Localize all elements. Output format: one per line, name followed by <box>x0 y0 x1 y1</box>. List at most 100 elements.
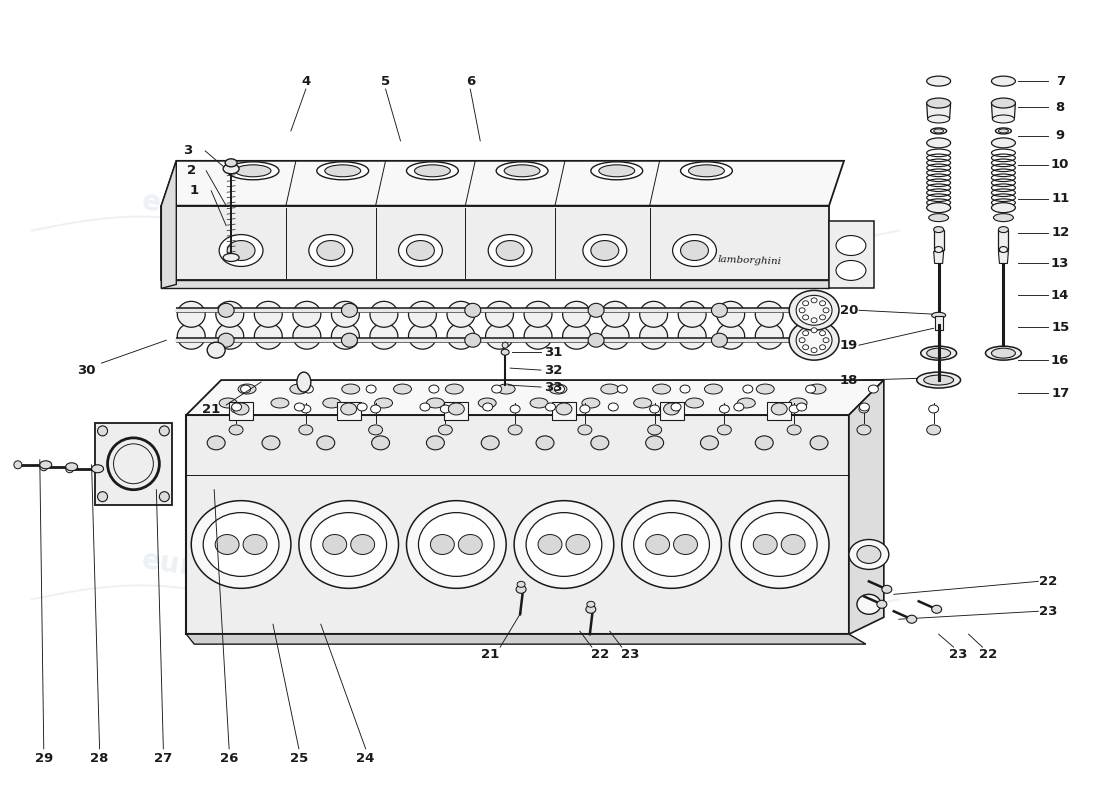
Ellipse shape <box>926 425 940 435</box>
Ellipse shape <box>331 323 360 349</box>
Ellipse shape <box>488 234 532 266</box>
Ellipse shape <box>598 165 635 177</box>
Text: 18: 18 <box>839 374 858 386</box>
Ellipse shape <box>928 405 938 413</box>
Ellipse shape <box>223 164 239 174</box>
Polygon shape <box>186 634 866 644</box>
Ellipse shape <box>478 398 496 408</box>
Ellipse shape <box>634 398 651 408</box>
Ellipse shape <box>820 330 825 336</box>
Polygon shape <box>935 316 943 330</box>
Ellipse shape <box>322 534 346 554</box>
Text: 5: 5 <box>381 74 390 88</box>
Ellipse shape <box>823 308 829 313</box>
Text: 20: 20 <box>839 304 858 317</box>
Ellipse shape <box>934 226 944 233</box>
Ellipse shape <box>991 348 1015 358</box>
Ellipse shape <box>40 462 47 470</box>
Ellipse shape <box>562 323 591 349</box>
Text: euro-parts-spares: euro-parts-spares <box>140 546 422 613</box>
Text: 26: 26 <box>220 752 239 766</box>
Ellipse shape <box>299 501 398 588</box>
Ellipse shape <box>729 501 829 588</box>
Ellipse shape <box>857 425 871 435</box>
Ellipse shape <box>1000 246 1008 253</box>
Ellipse shape <box>235 165 271 177</box>
Ellipse shape <box>926 98 950 108</box>
Ellipse shape <box>223 254 239 262</box>
Ellipse shape <box>565 534 590 554</box>
Ellipse shape <box>717 302 745 327</box>
Ellipse shape <box>805 385 815 393</box>
Ellipse shape <box>781 534 805 554</box>
Ellipse shape <box>418 513 494 576</box>
Ellipse shape <box>921 346 957 360</box>
Ellipse shape <box>427 398 444 408</box>
Ellipse shape <box>789 320 839 360</box>
Ellipse shape <box>524 323 552 349</box>
Ellipse shape <box>717 323 745 349</box>
Ellipse shape <box>931 128 947 134</box>
Ellipse shape <box>554 385 564 393</box>
Ellipse shape <box>549 384 566 394</box>
Ellipse shape <box>926 348 950 358</box>
Text: 22: 22 <box>1040 575 1057 588</box>
Ellipse shape <box>496 162 548 180</box>
Polygon shape <box>829 221 873 288</box>
Text: 23: 23 <box>949 648 968 661</box>
Ellipse shape <box>756 302 783 327</box>
Ellipse shape <box>671 403 681 411</box>
Ellipse shape <box>756 436 773 450</box>
Ellipse shape <box>481 436 499 450</box>
Ellipse shape <box>66 462 78 470</box>
Text: 30: 30 <box>77 364 96 377</box>
Ellipse shape <box>497 384 515 394</box>
Ellipse shape <box>358 403 367 411</box>
Ellipse shape <box>934 129 944 133</box>
Text: 21: 21 <box>202 403 220 417</box>
Ellipse shape <box>430 534 454 554</box>
Ellipse shape <box>681 162 733 180</box>
Ellipse shape <box>375 398 393 408</box>
Ellipse shape <box>207 436 226 450</box>
Ellipse shape <box>309 234 353 266</box>
Ellipse shape <box>254 302 283 327</box>
Ellipse shape <box>317 241 344 261</box>
Ellipse shape <box>427 436 444 450</box>
Ellipse shape <box>648 425 661 435</box>
Ellipse shape <box>906 615 916 623</box>
Ellipse shape <box>803 345 808 350</box>
Ellipse shape <box>232 403 242 411</box>
Ellipse shape <box>447 323 475 349</box>
Ellipse shape <box>160 426 169 436</box>
Ellipse shape <box>788 425 801 435</box>
Ellipse shape <box>516 586 526 594</box>
Ellipse shape <box>420 403 430 411</box>
Text: 2: 2 <box>187 164 196 178</box>
Ellipse shape <box>789 398 807 408</box>
Ellipse shape <box>301 405 311 413</box>
Ellipse shape <box>459 534 482 554</box>
Text: 7: 7 <box>1056 74 1065 88</box>
Ellipse shape <box>927 115 949 123</box>
Ellipse shape <box>536 436 554 450</box>
Ellipse shape <box>465 334 481 347</box>
Ellipse shape <box>66 465 74 473</box>
Ellipse shape <box>331 302 360 327</box>
Ellipse shape <box>290 384 308 394</box>
Ellipse shape <box>485 302 514 327</box>
Ellipse shape <box>836 235 866 255</box>
Polygon shape <box>162 206 829 281</box>
Ellipse shape <box>407 162 459 180</box>
Ellipse shape <box>207 342 226 358</box>
Ellipse shape <box>877 600 887 608</box>
Ellipse shape <box>227 241 255 261</box>
Text: 17: 17 <box>1052 386 1069 399</box>
Ellipse shape <box>932 606 942 614</box>
Ellipse shape <box>634 513 710 576</box>
Ellipse shape <box>796 295 832 326</box>
Ellipse shape <box>991 138 1015 148</box>
Ellipse shape <box>646 534 670 554</box>
Ellipse shape <box>820 345 825 350</box>
Ellipse shape <box>233 403 249 415</box>
